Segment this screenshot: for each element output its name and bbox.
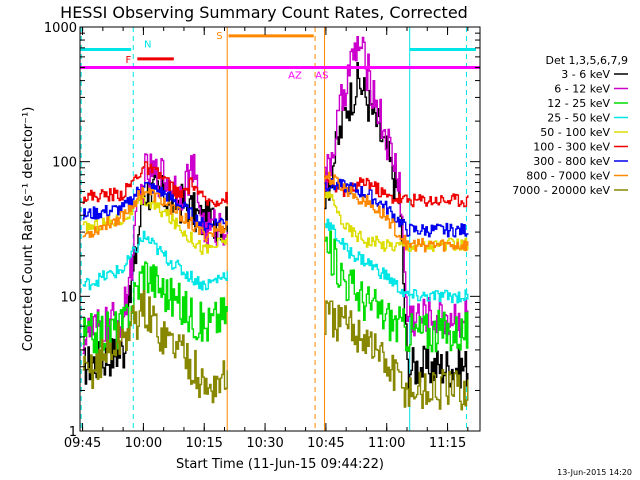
y-tick-label-1: 10 xyxy=(60,290,77,305)
series-7-segment-1 xyxy=(324,171,469,253)
legend-label-1: 6 - 12 keV xyxy=(554,83,610,96)
series-2-segment-0 xyxy=(82,261,228,355)
y-tick-label-0: 1 xyxy=(69,425,77,440)
series-0-segment-1 xyxy=(324,62,469,389)
series-3-segment-1 xyxy=(324,218,469,304)
flag-label-0: N xyxy=(144,40,151,51)
legend-title: Det 1,3,5,6,7,9 xyxy=(545,54,628,67)
legend-label-4: 50 - 100 keV xyxy=(540,126,610,139)
x-tick-label-3: 10:30 xyxy=(246,436,283,451)
x-tick-label-4: 10:45 xyxy=(307,436,344,451)
series-6-segment-0 xyxy=(82,181,228,233)
series-3-segment-0 xyxy=(82,230,228,291)
legend-label-6: 300 - 800 keV xyxy=(533,155,610,168)
legend-label-0: 3 - 6 keV xyxy=(561,68,610,81)
series-6-segment-1 xyxy=(324,178,469,238)
x-tick-label-0: 09:45 xyxy=(64,436,101,451)
series-8-segment-1 xyxy=(324,300,469,411)
y-tick-label-2: 100 xyxy=(52,156,77,171)
x-axis-label: Start Time (11-Jun-15 09:44:22) xyxy=(176,457,384,472)
flag-label-4: AS xyxy=(315,71,328,82)
chart-title: HESSI Observing Summary Count Rates, Cor… xyxy=(60,3,468,22)
flag-label-2: S xyxy=(216,31,222,42)
legend-label-3: 25 - 50 keV xyxy=(547,112,610,125)
x-tick-label-5: 11:00 xyxy=(368,436,405,451)
series-5-segment-0 xyxy=(82,161,228,208)
series-8-segment-0 xyxy=(82,290,228,404)
x-tick-label-6: 11:15 xyxy=(429,436,466,451)
plot-frame xyxy=(79,26,481,432)
y-tick-label-3: 1000 xyxy=(44,21,77,36)
series-2-segment-1 xyxy=(324,230,469,353)
x-tick-label-2: 10:15 xyxy=(185,436,222,451)
legend-label-5: 100 - 300 keV xyxy=(533,141,610,154)
legend-label-7: 800 - 7000 keV xyxy=(526,170,610,183)
footer-date: 13-Jun-2015 14:20 xyxy=(557,468,632,477)
flag-label-1: F xyxy=(126,55,132,66)
x-tick-label-1: 10:00 xyxy=(125,436,162,451)
series-7-segment-0 xyxy=(82,187,228,243)
legend-label-8: 7000 - 20000 keV xyxy=(512,184,610,197)
flag-label-3: AZ xyxy=(288,71,302,82)
legend-label-2: 12 - 25 keV xyxy=(547,97,610,110)
y-axis-label: Corrected Count Rate (s⁻¹ detector⁻¹) xyxy=(21,107,36,352)
